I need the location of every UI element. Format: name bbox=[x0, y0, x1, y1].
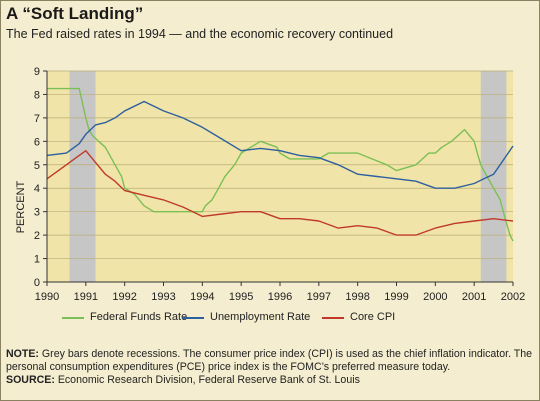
y-axis-label: PERCENT bbox=[15, 180, 27, 233]
y-tick-label: 0 bbox=[34, 277, 40, 289]
legend-label: Federal Funds Rate bbox=[90, 311, 188, 323]
y-tick-label: 7 bbox=[34, 113, 40, 125]
x-tick-label: 2001 bbox=[462, 291, 486, 303]
note-label: NOTE: bbox=[6, 348, 39, 360]
x-tick-label: 2002 bbox=[501, 291, 525, 303]
x-tick-label: 2000 bbox=[423, 291, 447, 303]
legend-swatch bbox=[322, 317, 344, 319]
legend-label: Unemployment Rate bbox=[210, 311, 311, 323]
x-tick-label: 1991 bbox=[74, 291, 98, 303]
legend-label: Core CPI bbox=[350, 311, 396, 323]
x-tick-label: 1993 bbox=[151, 291, 175, 303]
y-tick-label: 3 bbox=[34, 207, 40, 219]
y-tick-label: 8 bbox=[34, 89, 40, 101]
note-text: Grey bars denote recessions. The consume… bbox=[6, 348, 533, 373]
x-tick-label: 1990 bbox=[35, 291, 59, 303]
y-tick-label: 1 bbox=[34, 254, 40, 266]
x-tick-label: 1992 bbox=[112, 291, 136, 303]
x-tick-label: 1995 bbox=[229, 291, 253, 303]
chart-subtitle: The Fed raised rates in 1994 — and the e… bbox=[6, 27, 394, 41]
x-tick-label: 1997 bbox=[307, 291, 331, 303]
x-tick-label: 1999 bbox=[384, 291, 408, 303]
y-tick-label: 2 bbox=[34, 230, 40, 242]
source-label: SOURCE: bbox=[6, 374, 55, 386]
legend-swatch bbox=[182, 317, 204, 319]
x-tick-label: 1994 bbox=[190, 291, 214, 303]
x-tick-label: 1996 bbox=[268, 291, 292, 303]
series-line-unemployment-rate bbox=[46, 100, 514, 189]
legend-swatch bbox=[62, 317, 84, 319]
footnote-block: NOTE: Grey bars denote recessions. The c… bbox=[6, 348, 536, 387]
x-tick-label: 1998 bbox=[345, 291, 369, 303]
series-line-core-cpi bbox=[46, 149, 514, 236]
chart-title: A “Soft Landing” bbox=[6, 4, 144, 23]
y-tick-label: 6 bbox=[34, 136, 40, 148]
line-chart: 1990 1991 1992 1993 1994 1995 1996 1997 1998 1999… bbox=[15, 66, 525, 303]
y-tick-label: 9 bbox=[34, 66, 40, 78]
plot-area bbox=[47, 71, 513, 282]
source-text: Economic Research Division, Federal Rese… bbox=[57, 374, 360, 386]
y-tick-label: 4 bbox=[34, 183, 40, 195]
y-tick-label: 5 bbox=[34, 160, 40, 172]
recession-bar bbox=[480, 71, 507, 282]
